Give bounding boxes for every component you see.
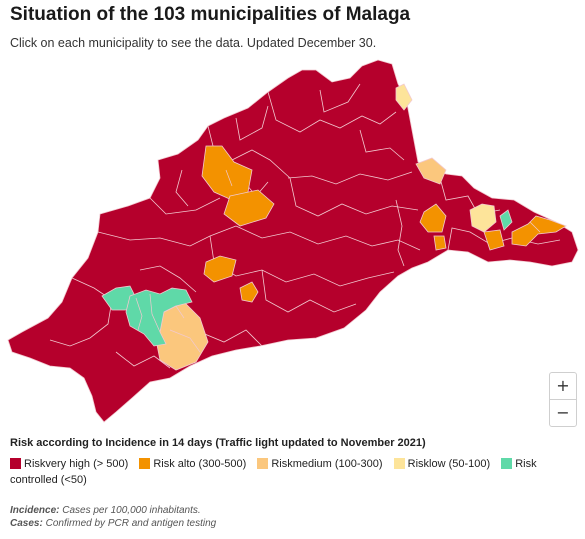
cases-label: Cases: bbox=[10, 518, 43, 529]
municipality-controlled-3 bbox=[499, 209, 513, 231]
zoom-in-button[interactable]: + bbox=[556, 376, 570, 395]
incidence-text: Cases per 100,000 inhabitants. bbox=[62, 505, 201, 516]
legend-item-very-high: Riskvery high (> 500) bbox=[10, 458, 131, 470]
legend-label: Riskvery high (> 500) bbox=[24, 458, 129, 470]
risk-low-municipalities[interactable] bbox=[395, 83, 497, 233]
municipality-medium-2 bbox=[415, 157, 447, 185]
legend-swatch bbox=[257, 458, 269, 469]
incidence-note: Incidence: Cases per 100,000 inhabitants… bbox=[10, 505, 201, 516]
cases-note: Cases: Confirmed by PCR and antigen test… bbox=[10, 518, 216, 529]
legend-label: Risk controlled (<50) bbox=[10, 458, 537, 486]
legend-item-alto: Risk alto (300-500) bbox=[139, 458, 249, 470]
colored-borders bbox=[135, 169, 541, 353]
legend-label: Riskmedium (100-300) bbox=[271, 458, 383, 470]
legend-title: Risk according to Incidence in 14 days (… bbox=[10, 437, 426, 449]
legend-swatch bbox=[139, 458, 151, 469]
municipality-alto-5 bbox=[419, 203, 447, 233]
legend-swatch bbox=[501, 458, 513, 469]
legend-label: Risk alto (300-500) bbox=[153, 458, 247, 470]
zoom-out-button[interactable]: − bbox=[550, 399, 576, 426]
municipality-alto-2 bbox=[223, 189, 275, 227]
incidence-label: Incidence: bbox=[10, 505, 60, 516]
legend-swatch bbox=[393, 458, 405, 469]
legend-item-medium: Riskmedium (100-300) bbox=[257, 458, 385, 470]
municipality-alto-7 bbox=[483, 229, 505, 251]
page-title: Situation of the 103 municipalities of M… bbox=[10, 4, 411, 25]
page-subtitle: Click on each municipality to see the da… bbox=[10, 36, 377, 50]
malaga-municipalities-map[interactable] bbox=[0, 56, 585, 434]
legend: Riskvery high (> 500) Risk alto (300-500… bbox=[10, 456, 550, 488]
municipality-alto-4 bbox=[239, 281, 259, 303]
legend-item-controlled: Risk controlled (<50) bbox=[10, 458, 537, 486]
municipality-low-2 bbox=[469, 203, 497, 233]
legend-label: Risklow (50-100) bbox=[407, 458, 491, 470]
municipality-low-1 bbox=[395, 83, 413, 111]
zoom-control: + − bbox=[549, 372, 577, 427]
municipality-alto-3 bbox=[203, 255, 237, 283]
municipality-alto-6 bbox=[433, 235, 447, 251]
municipality-borders bbox=[49, 83, 561, 369]
legend-item-low: Risklow (50-100) bbox=[393, 458, 494, 470]
cases-text: Confirmed by PCR and antigen testing bbox=[45, 518, 217, 529]
legend-swatch bbox=[10, 458, 21, 469]
risk-controlled-municipalities[interactable] bbox=[101, 209, 513, 347]
